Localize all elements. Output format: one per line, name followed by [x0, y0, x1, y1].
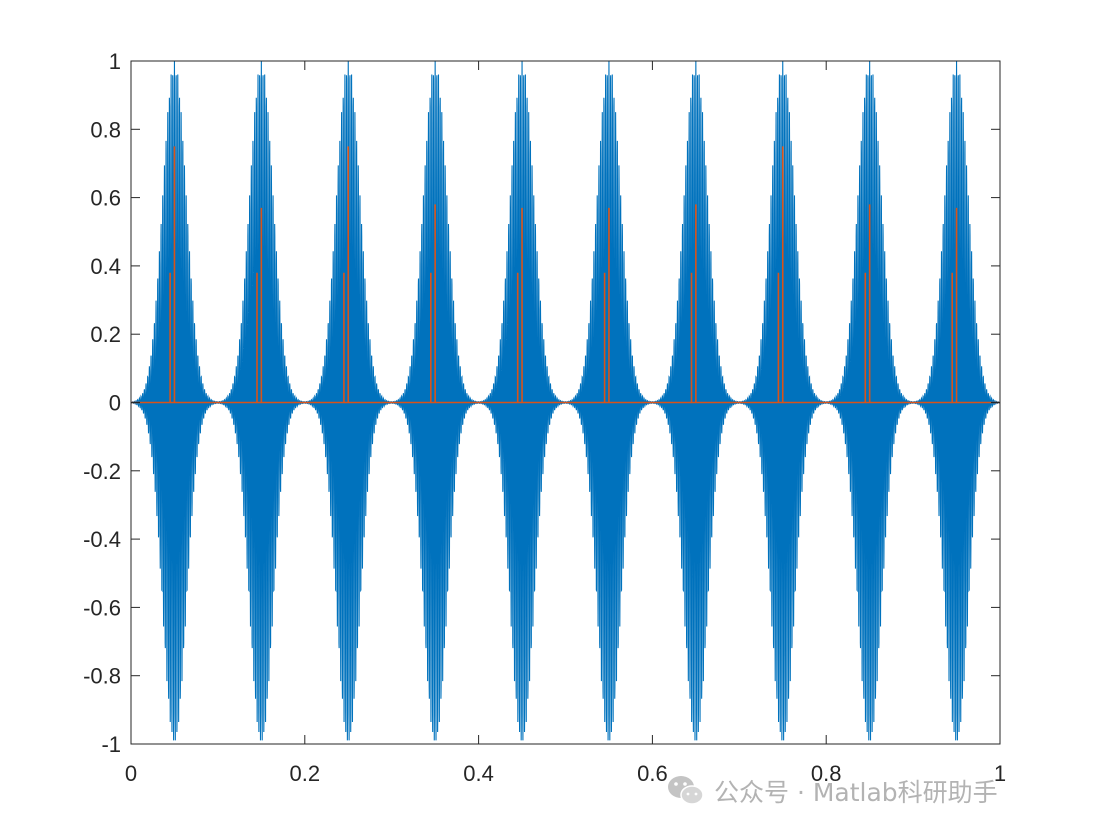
y-tick-label: -0.8 [83, 664, 121, 689]
watermark-text: 公众号 · Matlab科研助手 [714, 778, 998, 807]
y-tick-label: 0.8 [90, 117, 121, 142]
y-tick-label: -1 [101, 732, 121, 757]
series-2-impulses [131, 146, 1000, 404]
wechat-icon [668, 776, 704, 805]
tick-labels: 0 0.2 0.4 0.6 0.8 1 -1 -0.8 -0.6 -0.4 -0.2 0 0.2 0.4 0… [83, 49, 1006, 786]
x-tick-label: 0.6 [637, 761, 668, 786]
series-1-pulse-train [130, 60, 1001, 741]
x-tick-label: 0 [125, 761, 137, 786]
y-tick-label: 0.6 [90, 186, 121, 211]
x-tick-label: 1 [994, 761, 1006, 786]
axes [130, 60, 1001, 745]
series-1-line [130, 60, 1001, 741]
y-tick-label: 0.2 [90, 322, 121, 347]
x-tick-label: 0.4 [463, 761, 494, 786]
x-tick-label: 0.2 [290, 761, 321, 786]
y-tick-label: 0.4 [90, 254, 121, 279]
y-tick-label: 1 [109, 49, 121, 74]
y-tick-label: 0 [109, 391, 121, 416]
y-tick-label: -0.6 [83, 595, 121, 620]
y-tick-label: -0.2 [83, 459, 121, 484]
y-tick-label: -0.4 [83, 527, 121, 552]
watermark: 公众号 · Matlab科研助手 [666, 771, 998, 811]
x-tick-label: 0.8 [811, 761, 842, 786]
